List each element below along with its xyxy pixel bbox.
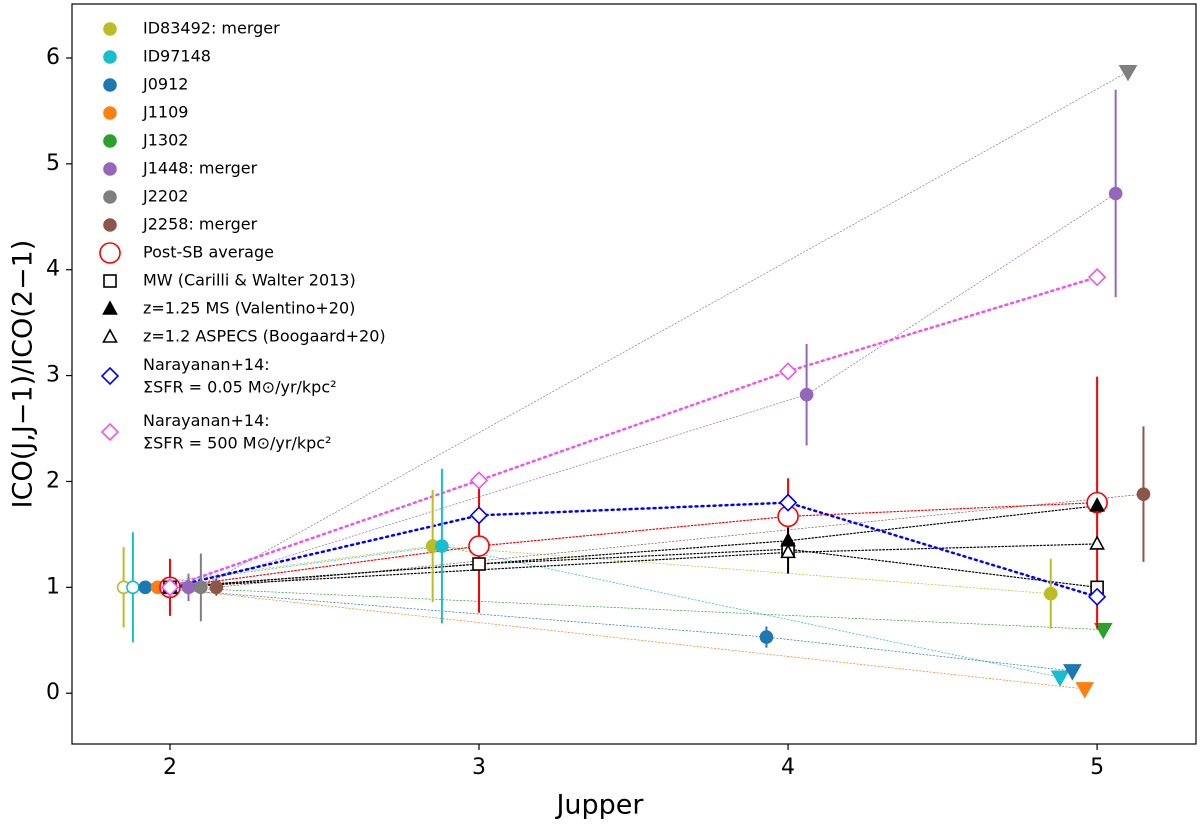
legend-label: J1109	[142, 103, 188, 122]
legend-label: J0912	[142, 75, 188, 94]
y-tick-label: 0	[46, 680, 60, 705]
series-line	[169, 586, 1104, 631]
legend-marker	[103, 134, 117, 148]
y-tick-label: 5	[46, 151, 60, 176]
marker	[778, 362, 798, 381]
y-tick-label: 2	[46, 468, 60, 493]
marker	[1118, 64, 1138, 82]
legend-label: z=1.25 MS (Valentino+20)	[143, 299, 355, 318]
marker	[780, 543, 796, 559]
marker	[469, 506, 489, 525]
series-line	[168, 275, 1099, 589]
marker	[1050, 670, 1070, 687]
legend-label: MW (Carilli & Walter 2013)	[143, 271, 356, 290]
x-axis-label: Jupper	[554, 790, 644, 821]
legend-label: J1302	[142, 131, 188, 150]
series-line	[169, 505, 1098, 588]
marker	[469, 471, 489, 490]
legend-label: Narayanan+14: ΣSFR = 0.05 M⊙/yr/kpc²	[143, 355, 337, 396]
series-line	[157, 586, 1086, 690]
marker	[435, 539, 449, 553]
legend-label: J1448: merger	[142, 159, 258, 178]
marker	[778, 493, 798, 512]
y-tick-label: 4	[46, 257, 60, 282]
marker	[126, 580, 140, 595]
x-tick-label: 3	[472, 755, 486, 780]
marker	[1108, 186, 1123, 201]
series-line	[169, 543, 1098, 588]
marker	[1089, 535, 1105, 550]
marker	[138, 580, 153, 595]
series-line	[144, 586, 1073, 672]
x-tick-label: 2	[163, 755, 177, 780]
legend-label: J2202	[142, 187, 188, 206]
legend-marker	[103, 190, 117, 204]
x-tick-label: 5	[1090, 755, 1104, 780]
series-line	[215, 493, 1144, 588]
marker	[1089, 497, 1105, 512]
marker	[1087, 587, 1107, 606]
y-axis-label: ICO(J,J−1)/ICO(2−1)	[8, 240, 39, 509]
legend-marker	[103, 106, 117, 120]
legend-marker	[103, 50, 117, 64]
legend-marker	[100, 366, 120, 386]
series-line	[168, 501, 1099, 599]
legend-label: Post-SB average	[143, 243, 274, 262]
marker	[1043, 586, 1058, 601]
legend-label: ID83492: merger	[143, 19, 280, 38]
marker	[1136, 487, 1151, 501]
plot-frame	[71, 3, 1197, 745]
legend-label: Narayanan+14: ΣSFR = 500 M⊙/yr/kpc²	[143, 411, 331, 452]
legend-marker	[103, 274, 117, 288]
marker	[1075, 682, 1095, 699]
legend-marker	[103, 78, 117, 92]
legend-marker	[102, 328, 118, 343]
y-tick-label: 1	[46, 574, 60, 599]
legend-marker	[103, 218, 117, 232]
legend-label: z=1.2 ASPECS (Boogaard+20)	[143, 327, 386, 346]
marker	[1093, 622, 1113, 640]
legend-label: J2258: merger	[142, 215, 258, 234]
marker	[181, 580, 196, 595]
marker	[1063, 664, 1082, 681]
legend-marker	[100, 422, 120, 442]
legend-marker	[102, 300, 118, 315]
marker	[160, 578, 180, 597]
y-tick-label: 3	[46, 363, 60, 388]
legend-label: ID97148	[143, 47, 211, 66]
legend-marker	[99, 242, 121, 264]
marker	[194, 580, 208, 595]
marker	[209, 580, 224, 595]
y-tick-label: 6	[46, 45, 60, 70]
marker	[468, 535, 490, 557]
marker	[759, 630, 774, 644]
series-line	[169, 502, 1098, 588]
marker	[472, 557, 486, 571]
x-tick-label: 4	[781, 755, 795, 780]
series-marks	[116, 64, 1151, 699]
legend-marker	[103, 22, 117, 36]
legend-marker	[103, 162, 117, 176]
series-line	[200, 71, 1129, 588]
marker	[1087, 268, 1107, 287]
marker	[799, 387, 814, 402]
